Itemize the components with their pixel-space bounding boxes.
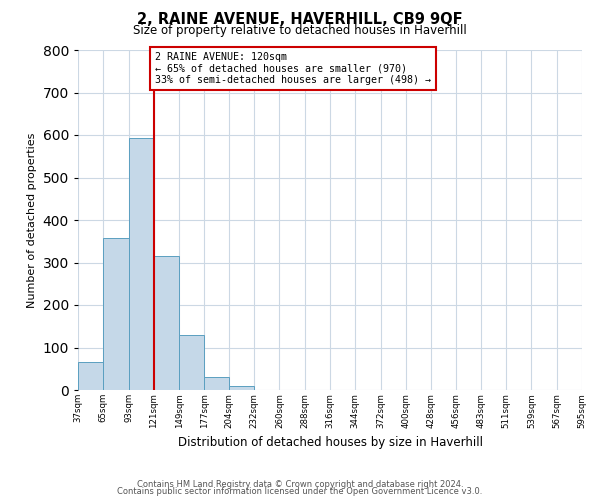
Text: Contains public sector information licensed under the Open Government Licence v3: Contains public sector information licen…	[118, 487, 482, 496]
Text: 2, RAINE AVENUE, HAVERHILL, CB9 9QF: 2, RAINE AVENUE, HAVERHILL, CB9 9QF	[137, 12, 463, 28]
Bar	[128, 138, 154, 390]
Bar	[229, 386, 254, 390]
Bar	[205, 378, 229, 390]
X-axis label: Distribution of detached houses by size in Haverhill: Distribution of detached houses by size …	[178, 436, 482, 449]
Bar	[154, 256, 179, 390]
Text: 2 RAINE AVENUE: 120sqm
← 65% of detached houses are smaller (970)
33% of semi-de: 2 RAINE AVENUE: 120sqm ← 65% of detached…	[155, 52, 431, 86]
Bar	[78, 362, 103, 390]
Bar	[103, 238, 128, 390]
Text: Contains HM Land Registry data © Crown copyright and database right 2024.: Contains HM Land Registry data © Crown c…	[137, 480, 463, 489]
Bar	[179, 335, 205, 390]
Text: Size of property relative to detached houses in Haverhill: Size of property relative to detached ho…	[133, 24, 467, 37]
Y-axis label: Number of detached properties: Number of detached properties	[27, 132, 37, 308]
